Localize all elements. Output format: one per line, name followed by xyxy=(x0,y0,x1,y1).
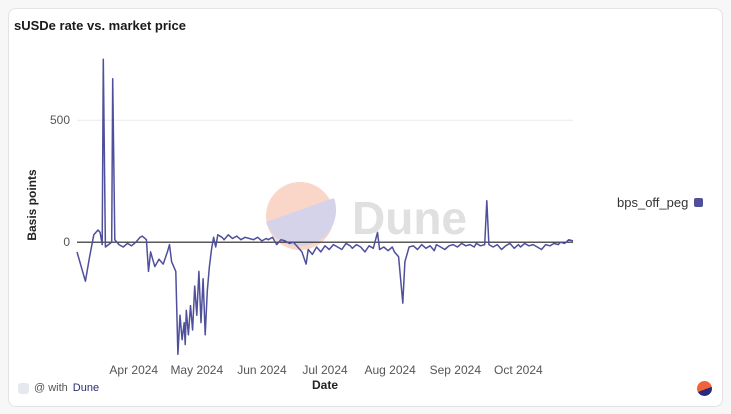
watermark-text: Dune xyxy=(352,192,467,244)
footer-attribution: @ with Dune xyxy=(18,382,99,394)
series-line-bps_off_peg xyxy=(76,58,574,356)
footer-brand-link[interactable]: Dune xyxy=(72,382,100,394)
chart-title: sUSDe rate vs. market price xyxy=(14,18,186,33)
chart-card xyxy=(8,8,723,407)
y-tick-label: 0 xyxy=(63,235,70,249)
x-tick-label: Aug 2024 xyxy=(364,363,416,377)
y-axis-label: Basis points xyxy=(25,169,39,241)
footer-prefix: @ with xyxy=(34,382,68,394)
legend-label: bps_off_peg xyxy=(617,195,689,210)
x-tick-label: May 2024 xyxy=(170,363,223,377)
legend-swatch xyxy=(694,198,704,207)
x-tick-label: Jun 2024 xyxy=(237,363,287,377)
x-tick-label: Sep 2024 xyxy=(430,363,482,377)
dune-logo-icon xyxy=(697,381,712,396)
dune-watermark: Dune xyxy=(266,182,467,250)
y-tick-label: 500 xyxy=(50,113,70,127)
x-tick-label: Apr 2024 xyxy=(109,363,158,377)
legend[interactable]: bps_off_peg xyxy=(617,195,704,210)
x-tick-label: Oct 2024 xyxy=(494,363,543,377)
x-tick-label: Jul 2024 xyxy=(302,363,348,377)
x-axis-label: Date xyxy=(312,378,338,392)
avatar-placeholder xyxy=(18,382,29,394)
